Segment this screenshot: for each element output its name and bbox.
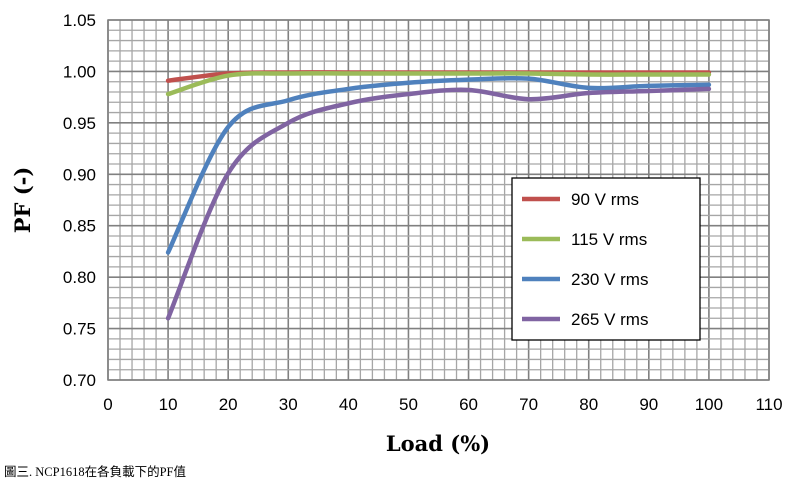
y-tick-labels: 0.70 0.75 0.80 0.85 0.90 0.95 1.00 1.05: [63, 11, 96, 390]
legend-label: 230 V rms: [571, 270, 648, 289]
x-tick-label: 60: [459, 395, 478, 414]
x-axis-title: Load (%): [386, 431, 490, 456]
x-tick-label: 80: [579, 395, 598, 414]
figure-caption: 圖三. NCP1618在各負載下的PF值: [4, 465, 186, 479]
x-tick-label: 40: [339, 395, 358, 414]
legend-label: 265 V rms: [571, 310, 648, 329]
series-line-265-v-rms: [165, 86, 712, 321]
x-tick-label: 50: [399, 395, 418, 414]
x-tick-label: 110: [755, 395, 782, 414]
pf-vs-load-chart: 0 10 20 30 40 50 60 70 80 90 100 110 0.700.750.800.…: [10, 11, 783, 456]
x-tick-label: 20: [219, 395, 238, 414]
legend-box: [511, 177, 701, 341]
y-tick-label: 0.85: [63, 217, 96, 236]
y-tick-label: 1.05: [63, 11, 96, 30]
y-tick-label: 0.80: [63, 268, 96, 287]
x-tick-label: 70: [519, 395, 538, 414]
series-line-115-v-rms: [165, 71, 712, 97]
plot-area-border: [107, 19, 770, 381]
legend: 90 V rms 115 V rms 230 V rms 265 V rms: [511, 177, 701, 341]
series-lines: [165, 70, 712, 321]
x-tick-label: 100: [695, 395, 723, 414]
y-tick-label: 1.00: [63, 62, 96, 81]
legend-label: 90 V rms: [571, 190, 639, 209]
y-tick-label: 0.90: [63, 165, 96, 184]
y-tick-label: 0.75: [63, 320, 96, 339]
y-tick-label: 0.95: [63, 114, 96, 133]
legend-label: 115 V rms: [571, 230, 647, 249]
x-tick-label: 10: [159, 395, 178, 414]
y-tick-label: 0.70: [63, 371, 96, 390]
y-axis-title: PF (-): [10, 167, 35, 234]
x-tick-label: 30: [279, 395, 298, 414]
x-tick-label: 0: [103, 395, 112, 414]
x-tick-labels: 0 10 20 30 40 50 60 70 80 90 100 110: [103, 395, 782, 414]
x-tick-label: 90: [639, 395, 658, 414]
series-line-230-v-rms: [165, 75, 712, 255]
